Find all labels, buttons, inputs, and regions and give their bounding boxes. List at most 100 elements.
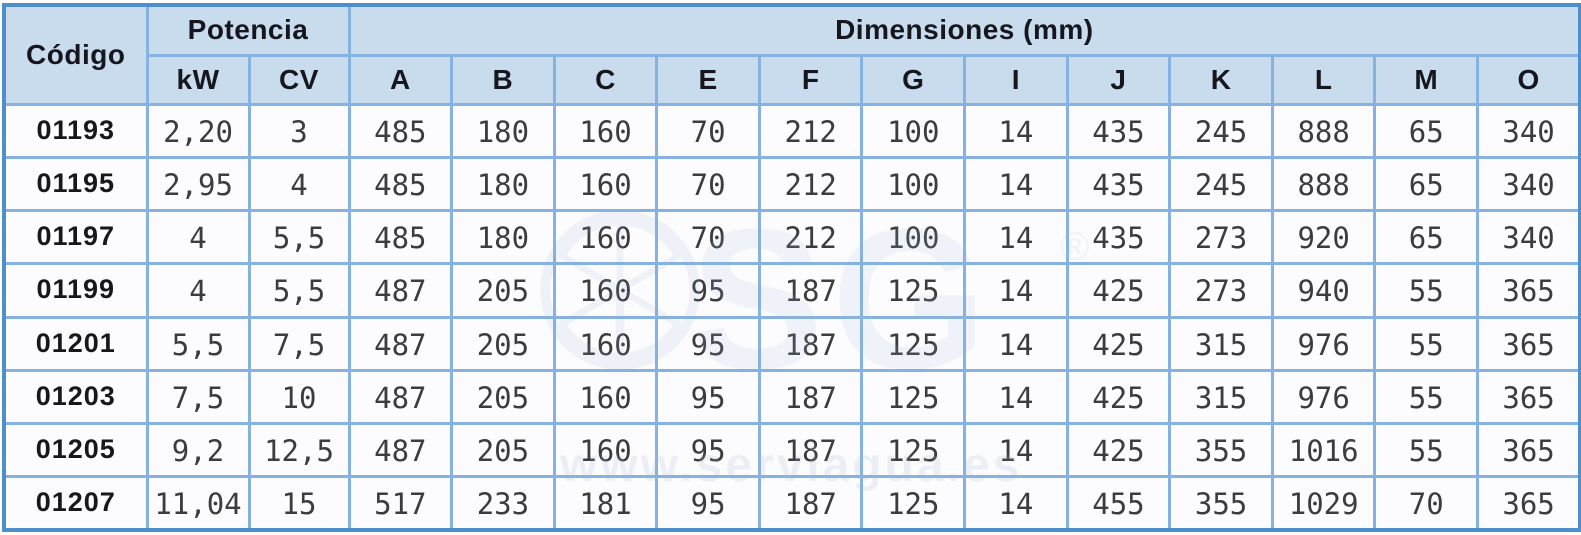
value-cell: 273 — [1168, 262, 1274, 319]
value-cell: 425 — [1065, 315, 1172, 372]
value-cell: 435 — [1065, 155, 1172, 213]
value-cell: 976 — [1270, 368, 1377, 426]
value-cell: 365 — [1476, 262, 1581, 319]
value-cell: 187 — [757, 262, 864, 319]
value-cell: 205 — [450, 262, 556, 319]
table-body: 01193 2,20 3 485 180 160 70 212 100 14 435 245 888 65… — [2, 102, 1581, 532]
value-cell: 365 — [1476, 421, 1581, 479]
table-row: 01197 4 5,5 485 180 160 70 212 100 14 435 273 920 65 3… — [2, 208, 1581, 266]
value-cell: 125 — [860, 315, 967, 372]
value-cell: 14 — [963, 208, 1069, 266]
table-row: 01199 4 5,5 487 205 160 95 187 125 14 425 273 940 55 3… — [2, 262, 1581, 319]
value-cell: 435 — [1065, 208, 1172, 266]
value-cell: 160 — [552, 315, 659, 372]
value-cell: 365 — [1476, 475, 1581, 532]
value-cell: 920 — [1270, 208, 1377, 266]
value-cell: 425 — [1065, 421, 1172, 479]
value-cell: 100 — [860, 102, 967, 159]
value-cell: 212 — [757, 102, 864, 159]
value-cell: 5,5 — [145, 315, 251, 372]
value-cell: 1029 — [1270, 475, 1377, 532]
header-group-row: Código Potencia Dimensiones (mm) — [2, 3, 1581, 106]
value-cell: 205 — [450, 315, 556, 372]
value-cell: 245 — [1168, 102, 1274, 159]
value-cell: 10 — [247, 368, 351, 426]
value-cell: 55 — [1373, 421, 1480, 479]
value-cell: 14 — [963, 155, 1069, 213]
header-potencia: Potencia — [145, 3, 351, 57]
header-dim-o: O — [1476, 53, 1581, 106]
value-cell: 5,5 — [247, 262, 351, 319]
value-cell: 14 — [963, 102, 1069, 159]
value-cell: 95 — [655, 475, 761, 532]
value-cell: 455 — [1065, 475, 1172, 532]
header-dim-i: I — [963, 53, 1069, 106]
value-cell: 315 — [1168, 315, 1274, 372]
value-cell: 160 — [552, 262, 659, 319]
header-codigo: Código — [2, 3, 149, 106]
value-cell: 187 — [757, 421, 864, 479]
header-dim-g: G — [860, 53, 967, 106]
value-cell: 160 — [552, 102, 659, 159]
value-cell: 125 — [860, 262, 967, 319]
value-cell: 355 — [1168, 421, 1274, 479]
value-cell: 100 — [860, 208, 967, 266]
header-dim-a: A — [347, 53, 454, 106]
codigo-cell: 01193 — [2, 102, 149, 159]
value-cell: 180 — [450, 155, 556, 213]
header-dim-b: B — [450, 53, 556, 106]
value-cell: 160 — [552, 155, 659, 213]
value-cell: 14 — [963, 315, 1069, 372]
value-cell: 940 — [1270, 262, 1377, 319]
value-cell: 187 — [757, 368, 864, 426]
value-cell: 976 — [1270, 315, 1377, 372]
value-cell: 95 — [655, 262, 761, 319]
value-cell: 70 — [655, 208, 761, 266]
value-cell: 5,5 — [247, 208, 351, 266]
table-row: 01207 11,04 15 517 233 181 95 187 125 14 455 355 102… — [2, 475, 1581, 532]
value-cell: 425 — [1065, 262, 1172, 319]
value-cell: 365 — [1476, 368, 1581, 426]
value-cell: 187 — [757, 315, 864, 372]
table-row: 01201 5,5 7,5 487 205 160 95 187 125 14 425 315 976 5… — [2, 315, 1581, 372]
header-dim-k: K — [1168, 53, 1274, 106]
header-dim-l: L — [1270, 53, 1377, 106]
value-cell: 65 — [1373, 155, 1480, 213]
value-cell: 7,5 — [247, 315, 351, 372]
value-cell: 233 — [450, 475, 556, 532]
table-row: 01203 7,5 10 487 205 160 95 187 125 14 425 315 976 55… — [2, 368, 1581, 426]
value-cell: 160 — [552, 421, 659, 479]
value-cell: 14 — [963, 262, 1069, 319]
value-cell: 245 — [1168, 155, 1274, 213]
value-cell: 7,5 — [145, 368, 251, 426]
codigo-cell: 01205 — [2, 421, 149, 479]
value-cell: 517 — [347, 475, 454, 532]
codigo-cell: 01199 — [2, 262, 149, 319]
header-dim-m: M — [1373, 53, 1480, 106]
value-cell: 205 — [450, 421, 556, 479]
header-dim-e: E — [655, 53, 761, 106]
value-cell: 2,95 — [145, 155, 251, 213]
value-cell: 70 — [1373, 475, 1480, 532]
value-cell: 1016 — [1270, 421, 1377, 479]
value-cell: 205 — [450, 368, 556, 426]
value-cell: 365 — [1476, 315, 1581, 372]
value-cell: 340 — [1476, 208, 1581, 266]
value-cell: 125 — [860, 475, 967, 532]
value-cell: 487 — [347, 262, 454, 319]
table-header: Código Potencia Dimensiones (mm) kW CV A B C… — [2, 3, 1581, 106]
value-cell: 14 — [963, 421, 1069, 479]
table-row: 01193 2,20 3 485 180 160 70 212 100 14 435 245 888 65… — [2, 102, 1581, 159]
table-row: 01205 9,2 12,5 487 205 160 95 187 125 14 425 355 101… — [2, 421, 1581, 479]
value-cell: 15 — [247, 475, 351, 532]
value-cell: 485 — [347, 155, 454, 213]
value-cell: 888 — [1270, 102, 1377, 159]
value-cell: 180 — [450, 102, 556, 159]
value-cell: 485 — [347, 208, 454, 266]
value-cell: 487 — [347, 315, 454, 372]
value-cell: 315 — [1168, 368, 1274, 426]
codigo-cell: 01201 — [2, 315, 149, 372]
value-cell: 273 — [1168, 208, 1274, 266]
value-cell: 888 — [1270, 155, 1377, 213]
value-cell: 487 — [347, 368, 454, 426]
